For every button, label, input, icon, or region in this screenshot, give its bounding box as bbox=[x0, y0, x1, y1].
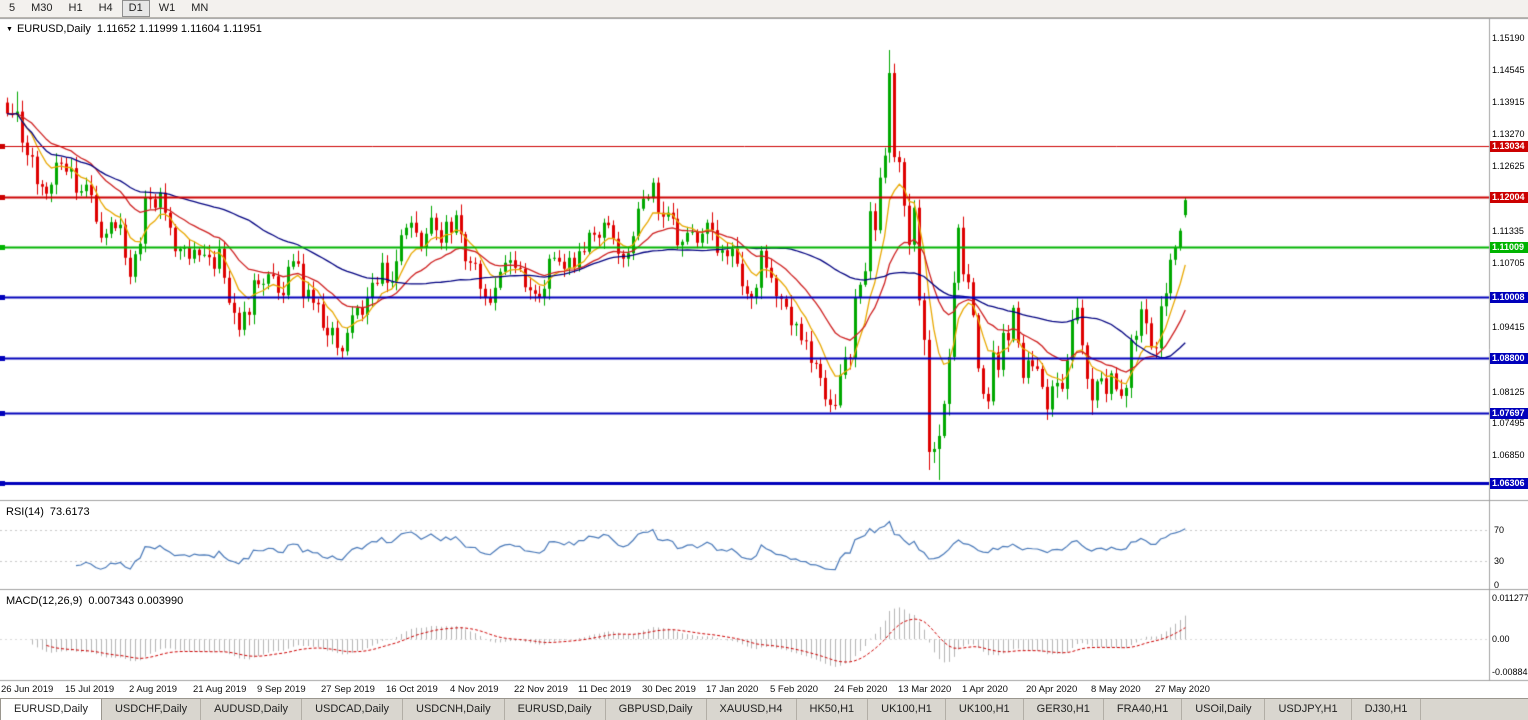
timeframe-d1[interactable]: D1 bbox=[121, 0, 150, 17]
macd-values: 0.007343 0.003990 bbox=[88, 595, 184, 607]
timeframe-mn[interactable]: MN bbox=[191, 2, 209, 14]
rsi-value: 73.6173 bbox=[49, 506, 90, 518]
tab-gbpusd-daily[interactable]: GBPUSD,Daily bbox=[605, 699, 707, 720]
timeframe-h4[interactable]: H4 bbox=[98, 2, 113, 14]
macd-name: MACD(12,26,9) bbox=[6, 595, 83, 607]
timeframe-m30[interactable]: M30 bbox=[31, 2, 53, 14]
ohlc-values: 1.11652 1.11999 1.11604 1.11951 bbox=[96, 23, 262, 35]
tab-xauusd-h4[interactable]: XAUUSD,H4 bbox=[706, 699, 797, 720]
rsi-indicator-label: RSI(14) 73.6173 bbox=[6, 506, 90, 518]
tab-eurusd-daily[interactable]: EURUSD,Daily bbox=[504, 699, 606, 720]
tab-uk100-h1[interactable]: UK100,H1 bbox=[868, 699, 946, 720]
tab-usdchf-daily[interactable]: USDCHF,Daily bbox=[101, 699, 202, 720]
rsi-name: RSI(14) bbox=[6, 506, 44, 518]
tab-audusd-daily[interactable]: AUDUSD,Daily bbox=[201, 699, 303, 720]
chart-symbol-title: ▼ EURUSD,Daily 1.11652 1.11999 1.11604 1.1… bbox=[6, 23, 262, 35]
tab-usoil-daily[interactable]: USOil,Daily bbox=[1182, 699, 1266, 720]
chart-menu-icon[interactable]: ▼ bbox=[6, 26, 13, 33]
price-chart-canvas[interactable] bbox=[0, 18, 1528, 698]
macd-indicator-label: MACD(12,26,9) 0.007343 0.003990 bbox=[6, 595, 183, 607]
timeframe-h1[interactable]: H1 bbox=[68, 2, 83, 14]
tab-usdcnh-daily[interactable]: USDCNH,Daily bbox=[403, 699, 505, 720]
tab-usdcad-daily[interactable]: USDCAD,Daily bbox=[302, 699, 404, 720]
timeframe-w1[interactable]: W1 bbox=[158, 2, 176, 14]
tab-usdjpy-h1[interactable]: USDJPY,H1 bbox=[1265, 699, 1352, 720]
tab-fra40-h1[interactable]: FRA40,H1 bbox=[1103, 699, 1183, 720]
chart-window: ▼ EURUSD,Daily 1.11652 1.11999 1.11604 1.1… bbox=[0, 18, 1528, 698]
tab-uk100-h1[interactable]: UK100,H1 bbox=[945, 699, 1024, 720]
chart-tabs: EURUSD,Daily USDCHF,Daily AUDUSD,Daily USDC… bbox=[0, 698, 1528, 720]
tab-ger30-h1[interactable]: GER30,H1 bbox=[1023, 699, 1104, 720]
tab-hk50-h1[interactable]: HK50,H1 bbox=[796, 699, 869, 720]
timeframe-5[interactable]: 5 bbox=[9, 2, 16, 14]
tab-eurusd-daily[interactable]: EURUSD,Daily bbox=[0, 698, 102, 720]
tab-dj30-h1[interactable]: DJ30,H1 bbox=[1351, 699, 1422, 720]
symbol-period-label: EURUSD,Daily bbox=[16, 23, 91, 35]
timeframe-toolbar: 5 M30 H1 H4 D1 W1 MN bbox=[0, 0, 1528, 18]
